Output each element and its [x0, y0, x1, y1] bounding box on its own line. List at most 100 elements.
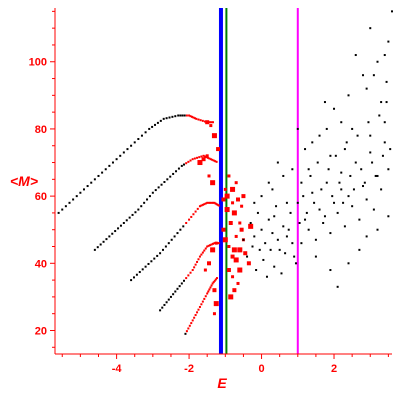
black-point [307, 168, 310, 171]
black-scatter-points [242, 10, 393, 288]
curve-point [163, 303, 166, 306]
black-point [320, 188, 323, 191]
red-point [211, 133, 217, 139]
black-point [365, 87, 368, 90]
red-point [227, 174, 231, 178]
curve-point [204, 247, 207, 250]
curve-point [159, 252, 162, 255]
black-point [383, 141, 386, 144]
curve-point [177, 114, 180, 117]
curve-point [68, 201, 71, 204]
black-point [360, 168, 363, 171]
curve-point [192, 116, 195, 119]
curve-point [159, 309, 162, 312]
curve-point [180, 282, 183, 285]
curve-point [156, 254, 159, 257]
black-point [387, 40, 390, 43]
curve-point [206, 156, 209, 159]
curve-point [148, 195, 151, 198]
black-point [383, 121, 386, 124]
curve-point [130, 144, 133, 147]
curve-point [189, 115, 192, 118]
black-point [354, 54, 357, 57]
red-point [230, 186, 236, 192]
black-point [334, 154, 337, 157]
curve-point [181, 114, 184, 117]
black-point [389, 148, 392, 151]
red-point [239, 227, 244, 232]
black-point [369, 134, 372, 137]
black-point [298, 221, 301, 224]
red-point [246, 261, 251, 266]
curve-point [146, 198, 149, 201]
curve-point [208, 288, 211, 291]
curve-point [128, 216, 131, 219]
black-point [376, 60, 379, 63]
curve-point [164, 245, 167, 248]
curve-point [187, 160, 190, 163]
red-point [228, 294, 234, 300]
black-point [358, 218, 361, 221]
black-point [318, 134, 321, 137]
red-scatter-points [197, 120, 254, 316]
curve-point [207, 290, 210, 293]
black-point [285, 201, 288, 204]
black-point [376, 174, 379, 177]
curve-point [204, 202, 207, 205]
curve-point [144, 131, 147, 134]
red-point [227, 245, 231, 249]
red-point [238, 221, 242, 225]
curve-point [183, 114, 186, 117]
curve-point [185, 114, 188, 117]
curve-point [197, 258, 200, 261]
curve-point [170, 238, 173, 241]
x-tick-label: 2 [331, 363, 337, 375]
curve-point [209, 121, 212, 124]
curve-point [99, 243, 102, 246]
black-point [336, 285, 339, 288]
curve-point [207, 201, 210, 204]
curve-point [191, 319, 194, 322]
curve-point [159, 119, 162, 122]
red-point [241, 194, 246, 199]
curve-point [210, 201, 213, 204]
curve-point [147, 262, 150, 265]
curve-point [203, 249, 206, 252]
curve-point [211, 158, 214, 161]
curve-point [131, 213, 134, 216]
curve-point [210, 121, 213, 124]
curve-point [183, 163, 186, 166]
curve-point [171, 115, 174, 118]
curve-point [115, 158, 118, 161]
black-point [311, 141, 314, 144]
black-point [289, 211, 292, 214]
red-point [224, 207, 230, 213]
curve-point [193, 157, 196, 160]
curve-point [172, 172, 175, 175]
red-point [205, 154, 209, 158]
curve-point [119, 224, 122, 227]
curve-point [111, 161, 114, 164]
curve-points [57, 114, 220, 335]
curve-point [209, 244, 212, 247]
curve-point [206, 201, 209, 204]
black-point [387, 215, 390, 218]
black-point [262, 258, 265, 261]
curve-point [101, 171, 104, 174]
black-point [374, 174, 377, 177]
curve-point [196, 156, 199, 159]
black-point [343, 225, 346, 228]
curve-point [93, 178, 96, 181]
curve-point [108, 235, 111, 238]
curve-point [144, 265, 147, 268]
curve-point [82, 188, 85, 191]
black-point [372, 74, 375, 77]
red-point [224, 193, 230, 199]
curve-point [122, 221, 125, 224]
black-point [291, 168, 294, 171]
black-point [381, 154, 384, 157]
curve-point [185, 277, 188, 280]
curve-point [211, 282, 214, 285]
red-point [214, 241, 218, 245]
red-point [210, 180, 216, 186]
